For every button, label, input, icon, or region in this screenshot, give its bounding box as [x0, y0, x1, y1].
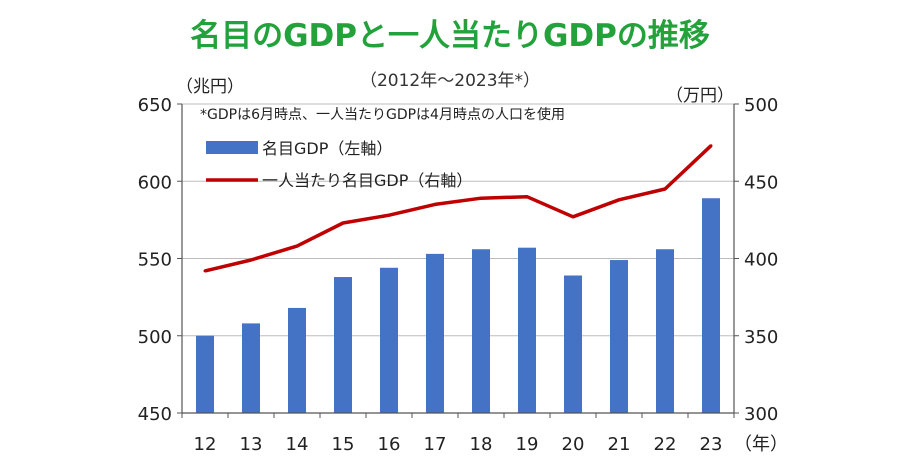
x-tick-label: 17: [424, 434, 447, 455]
x-tick-label: 21: [608, 434, 631, 455]
bar: [426, 253, 444, 413]
bar: [196, 335, 214, 413]
right-tick-label: 500: [744, 95, 778, 116]
legend-swatch-bar: [206, 141, 258, 154]
line-point: [249, 258, 253, 262]
legend-label-line: 一人当たり名目GDP（右軸）: [262, 171, 472, 190]
line-point: [571, 215, 575, 219]
bar-series: [196, 198, 720, 413]
chart-title: 名目のGDPと一人当たりGDPの推移: [190, 18, 710, 54]
line-point: [479, 196, 483, 200]
axes: 450 500 550 600 650 300 350 400 450 500 12 13 14 15 16…: [138, 95, 779, 455]
right-tick-label: 350: [744, 327, 778, 348]
line-series: [203, 144, 713, 273]
x-tick-label: 19: [516, 434, 539, 455]
line-point: [203, 269, 207, 273]
x-tick-label: 13: [240, 434, 263, 455]
left-axis-unit: （兆円）: [176, 77, 244, 97]
x-tick-label: 18: [470, 434, 493, 455]
left-tick-label: 650: [138, 95, 172, 116]
chart-note: *GDPは6月時点、一人当たりGDPは4月時点の人口を使用: [200, 106, 565, 123]
left-tick-label: 450: [138, 404, 172, 425]
axis-labels: （兆円） （万円） *GDPは6月時点、一人当たりGDPは4月時点の人口を使用 …: [176, 77, 788, 455]
x-tick-label: 15: [332, 434, 355, 455]
bar: [380, 267, 398, 413]
x-tick-label: 23: [700, 434, 723, 455]
bar: [518, 247, 536, 413]
x-tick-label: 12: [194, 434, 217, 455]
line-point: [433, 202, 437, 206]
line-point: [663, 187, 667, 191]
right-tick-label: 400: [744, 250, 778, 271]
left-tick-label: 550: [138, 250, 172, 271]
x-tick-label: 22: [654, 434, 677, 455]
chart-subtitle: （2012年～2023年*）: [359, 71, 541, 91]
line-point: [295, 244, 299, 248]
x-tick-label: 14: [286, 434, 309, 455]
line-point: [525, 195, 529, 199]
legend: 名目GDP（左軸） 一人当たり名目GDP（右軸）: [206, 139, 472, 190]
x-tick-label: 20: [562, 434, 585, 455]
line-point: [387, 213, 391, 217]
bar: [288, 307, 306, 413]
right-axis-unit: （万円）: [666, 86, 734, 106]
grid-layer: [182, 103, 734, 337]
right-tick-label: 450: [744, 172, 778, 193]
bar: [242, 323, 260, 413]
series-line: [204, 144, 713, 273]
x-axis-unit: （年）: [734, 434, 788, 455]
legend-label-bar: 名目GDP（左軸）: [262, 139, 392, 158]
bar: [564, 275, 582, 413]
left-tick-label: 600: [138, 172, 172, 193]
bar: [334, 277, 352, 413]
bar: [656, 249, 674, 413]
line-point: [709, 144, 713, 148]
right-tick-label: 300: [744, 404, 778, 425]
left-tick-label: 500: [138, 327, 172, 348]
bar: [472, 249, 490, 413]
bar: [702, 198, 720, 413]
line-point: [617, 198, 621, 202]
line-point: [341, 221, 345, 225]
x-tick-label: 16: [378, 434, 401, 455]
bar: [610, 260, 628, 413]
